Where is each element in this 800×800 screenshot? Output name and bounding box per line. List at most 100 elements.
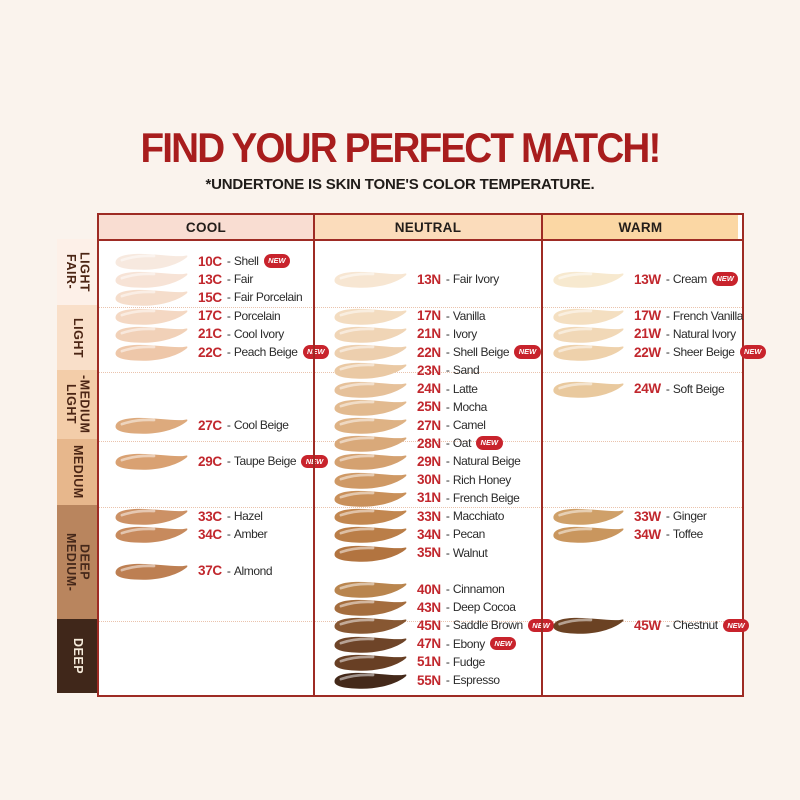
- shade-code: 34C: [198, 526, 222, 542]
- shade-separator: -: [445, 326, 450, 341]
- shade-name: Taupe Beige: [233, 454, 297, 469]
- shade-separator: -: [226, 345, 231, 360]
- shade-column-neutral: 13N - Fair Ivory 17N - Vanilla 21N - Ivory 22N - Sh…: [313, 241, 555, 695]
- shade-row-33C: 33C - Hazel: [99, 506, 263, 526]
- foundation-smear-swatch: [334, 508, 407, 525]
- shade-name: Almond: [233, 563, 273, 578]
- shade-row-29C: 29C - Taupe Beige NEW: [99, 451, 328, 471]
- shade-row-35N: 35N - Walnut: [315, 543, 488, 563]
- shade-name: Pecan: [452, 527, 485, 542]
- shade-separator: -: [665, 618, 670, 633]
- shade-name: Rich Honey: [452, 472, 511, 487]
- shade-name: Macchiato: [452, 509, 504, 524]
- foundation-smear-swatch: [334, 527, 407, 544]
- shade-name: Porcelain: [233, 308, 281, 323]
- column-header-neutral: NEUTRAL: [313, 215, 541, 239]
- sidebar-group-label: FAIR- LIGHT: [64, 252, 92, 292]
- shade-row-27N: 27N - Camel: [315, 415, 486, 435]
- shade-code: 17W: [634, 308, 661, 324]
- shade-code: 24W: [634, 381, 661, 396]
- shade-name: Shell: [233, 254, 259, 268]
- shade-name: French Beige: [452, 490, 520, 505]
- shade-code: 15C: [198, 289, 222, 305]
- foundation-smear-swatch: [553, 508, 624, 525]
- shade-separator: -: [665, 509, 670, 524]
- shade-code: 33C: [198, 508, 222, 524]
- shade-row-27C: 27C - Cool Beige: [99, 415, 289, 435]
- foundation-smear-swatch: [334, 363, 407, 380]
- foundation-smear-swatch: [334, 600, 407, 616]
- sidebar-group-light: LIGHT: [57, 305, 97, 370]
- shade-code: 24N: [417, 381, 441, 396]
- shade-column-cool: 10C - Shell NEW 13C - Fair 15C - Fair Porcelain 17…: [99, 241, 330, 695]
- new-badge: NEW: [489, 636, 517, 651]
- shade-code: 37C: [198, 563, 222, 579]
- foundation-smear-swatch: [334, 326, 407, 343]
- shade-name: Ginger: [672, 509, 707, 524]
- shade-column-warm: 13W - Cream NEW 17W - French Vanilla 21W - Natura…: [541, 241, 767, 695]
- shade-separator: -: [445, 545, 450, 560]
- shade-row-34C: 34C - Amber: [99, 524, 268, 544]
- shade-name: Cinnamon: [452, 582, 505, 596]
- shade-row-22N: 22N - Shell Beige NEW: [315, 342, 541, 362]
- shade-name: Deep Cocoa: [452, 600, 516, 615]
- foundation-smear-swatch: [115, 326, 188, 343]
- shade-code: 34W: [634, 526, 661, 542]
- foundation-smear-swatch: [334, 581, 407, 598]
- shade-name: Amber: [233, 527, 268, 542]
- shade-separator: -: [445, 454, 450, 469]
- shade-row-22W: 22W - Sheer Beige NEW: [543, 342, 767, 362]
- column-header-warm: WARM: [541, 215, 738, 239]
- shade-separator: -: [445, 636, 450, 651]
- shade-row-13C: 13C - Fair: [99, 269, 253, 289]
- shade-separator: -: [445, 673, 450, 688]
- page-subtitle: *UNDERTONE IS SKIN TONE'S COLOR TEMPERAT…: [205, 176, 595, 193]
- shade-code: 47N: [417, 636, 441, 652]
- shade-row-31N: 31N - French Beige: [315, 488, 520, 508]
- shade-row-45N: 45N - Saddle Brown NEW: [315, 615, 555, 635]
- foundation-smear-swatch: [334, 654, 407, 671]
- shade-name: Sheer Beige: [672, 345, 735, 360]
- shade-code: 21C: [198, 326, 222, 342]
- shade-code: 17C: [198, 308, 222, 324]
- shade-row-34N: 34N - Pecan: [315, 524, 485, 544]
- group-divider: [99, 441, 742, 442]
- shade-row-29N: 29N - Natural Beige: [315, 451, 521, 471]
- shade-row-34W: 34W - Toffee: [543, 524, 703, 544]
- shade-name: Cool Ivory: [233, 326, 284, 341]
- shade-code: 13N: [417, 271, 441, 287]
- shade-row-28N: 28N - Oat NEW: [315, 433, 503, 453]
- shade-separator: -: [226, 418, 231, 432]
- shade-code: 55N: [417, 672, 441, 688]
- foundation-smear-swatch: [334, 344, 407, 361]
- sidebar-group-label: LIGHT -MEDIUM: [64, 375, 92, 434]
- new-badge: NEW: [263, 254, 291, 268]
- shade-code: 40N: [417, 581, 441, 597]
- shade-code: 45W: [634, 617, 661, 633]
- table-body: 10C - Shell NEW 13C - Fair 15C - Fair Porcelain 17…: [99, 241, 767, 695]
- shade-separator: -: [665, 527, 670, 542]
- shade-row-22C: 22C - Peach Beige NEW: [99, 342, 330, 362]
- table-header: COOL NEUTRAL WARM: [99, 215, 742, 241]
- shade-row-25N: 25N - Mocha: [315, 397, 487, 417]
- foundation-smear-swatch: [334, 308, 407, 325]
- foundation-smear-swatch: [115, 508, 188, 525]
- shade-name: Walnut: [452, 545, 488, 560]
- shade-name: Shell Beige: [452, 345, 510, 360]
- sidebar-group-deep: DEEP: [57, 619, 97, 693]
- shade-separator: -: [445, 618, 450, 633]
- shade-row-23N: 23N - Sand: [315, 360, 480, 380]
- shade-row-15C: 15C - Fair Porcelain: [99, 287, 303, 307]
- shade-name: Mocha: [452, 399, 487, 414]
- foundation-smear-swatch: [553, 618, 624, 635]
- shade-code: 45N: [417, 617, 441, 633]
- shade-name: Peach Beige: [233, 345, 298, 360]
- shade-code: 33N: [417, 508, 441, 524]
- shade-separator: -: [445, 654, 450, 669]
- shade-row-24N: 24N - Latte: [315, 379, 478, 399]
- new-badge: NEW: [722, 618, 750, 633]
- group-divider: [99, 372, 742, 373]
- shade-code: 30N: [417, 472, 441, 488]
- shade-separator: -: [665, 345, 670, 360]
- new-badge: NEW: [711, 272, 739, 286]
